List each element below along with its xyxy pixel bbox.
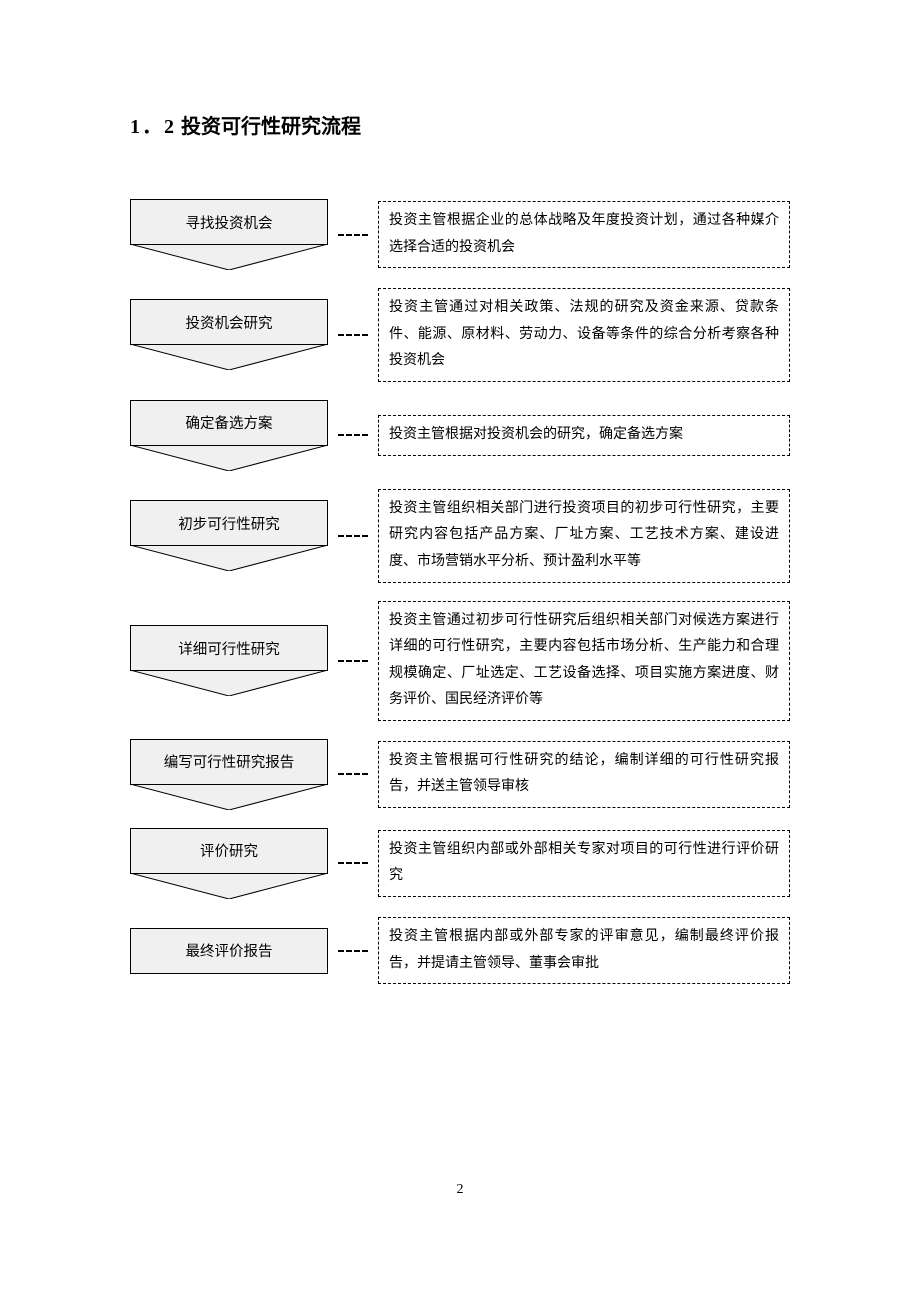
description-text: 投资主管根据可行性研究的结论，编制详细的可行性研究报告，并送主管领导审核 [389, 753, 779, 795]
step-wrap: 最终评价报告 [130, 928, 328, 974]
flowchart-container: 寻找投资机会 投资主管根据企业的总体战略及年度投资计划，通过各种媒介选择合适的投… [130, 199, 790, 1002]
step-box: 详细可行性研究 [130, 625, 328, 671]
step-label: 确定备选方案 [186, 412, 273, 433]
flow-row: 评价研究 投资主管组织内部或外部相关专家对项目的可行性进行评价研究 [130, 828, 790, 899]
description-box: 投资主管根据内部或外部专家的评审意见，编制最终评价报告，并提请主管领导、董事会审… [378, 917, 790, 984]
heading-title: 投资可行性研究流程 [181, 116, 361, 138]
arrow-down-icon [130, 344, 328, 370]
description-box: 投资主管通过对相关政策、法规的研究及资金来源、贷款条件、能源、原材料、劳动力、设… [378, 288, 790, 382]
section-heading: 1．2 投资可行性研究流程 [130, 110, 790, 139]
dashed-connector [338, 334, 368, 336]
flow-row: 投资机会研究 投资主管通过对相关政策、法规的研究及资金来源、贷款条件、能源、原材… [130, 288, 790, 382]
step-box: 投资机会研究 [130, 299, 328, 345]
description-text: 投资主管组织内部或外部相关专家对项目的可行性进行评价研究 [389, 842, 779, 884]
description-text: 投资主管通过对相关政策、法规的研究及资金来源、贷款条件、能源、原材料、劳动力、设… [389, 300, 779, 368]
dashed-connector [338, 862, 368, 864]
flow-row: 编写可行性研究报告 投资主管根据可行性研究的结论，编制详细的可行性研究报告，并送… [130, 739, 790, 810]
arrow-down-icon [130, 244, 328, 270]
flow-row: 确定备选方案 投资主管根据对投资机会的研究，确定备选方案 [130, 400, 790, 471]
dashed-connector [338, 950, 368, 952]
description-text: 投资主管通过初步可行性研究后组织相关部门对候选方案进行详细的可行性研究，主要内容… [389, 613, 779, 708]
dashed-connector [338, 434, 368, 436]
step-wrap: 评价研究 [130, 828, 328, 899]
dashed-connector [338, 773, 368, 775]
step-box: 确定备选方案 [130, 400, 328, 446]
step-box: 评价研究 [130, 828, 328, 874]
flow-row: 最终评价报告 投资主管根据内部或外部专家的评审意见，编制最终评价报告，并提请主管领… [130, 917, 790, 984]
description-text: 投资主管组织相关部门进行投资项目的初步可行性研究，主要研究内容包括产品方案、厂址… [389, 501, 779, 569]
dashed-connector [338, 660, 368, 662]
description-box: 投资主管组织内部或外部相关专家对项目的可行性进行评价研究 [378, 830, 790, 897]
dashed-connector [338, 234, 368, 236]
heading-number: 1．2 [130, 116, 176, 138]
arrow-down-icon [130, 873, 328, 899]
description-box: 投资主管组织相关部门进行投资项目的初步可行性研究，主要研究内容包括产品方案、厂址… [378, 489, 790, 583]
arrow-down-icon [130, 545, 328, 571]
arrow-down-icon [130, 670, 328, 696]
step-label: 详细可行性研究 [178, 638, 280, 659]
step-label: 评价研究 [200, 840, 258, 861]
description-box: 投资主管根据企业的总体战略及年度投资计划，通过各种媒介选择合适的投资机会 [378, 201, 790, 268]
step-label: 编写可行性研究报告 [164, 751, 295, 772]
step-wrap: 投资机会研究 [130, 299, 328, 370]
description-box: 投资主管通过初步可行性研究后组织相关部门对候选方案进行详细的可行性研究，主要内容… [378, 601, 790, 721]
step-wrap: 寻找投资机会 [130, 199, 328, 270]
flow-row: 详细可行性研究 投资主管通过初步可行性研究后组织相关部门对候选方案进行详细的可行… [130, 601, 790, 721]
step-label: 初步可行性研究 [178, 513, 280, 534]
description-text: 投资主管根据对投资机会的研究，确定备选方案 [389, 427, 683, 442]
description-text: 投资主管根据企业的总体战略及年度投资计划，通过各种媒介选择合适的投资机会 [389, 213, 779, 255]
step-wrap: 初步可行性研究 [130, 500, 328, 571]
flow-row: 初步可行性研究 投资主管组织相关部门进行投资项目的初步可行性研究，主要研究内容包… [130, 489, 790, 583]
description-box: 投资主管根据对投资机会的研究，确定备选方案 [378, 415, 790, 456]
step-box: 最终评价报告 [130, 928, 328, 974]
page-number: 2 [130, 1182, 790, 1198]
description-box: 投资主管根据可行性研究的结论，编制详细的可行性研究报告，并送主管领导审核 [378, 741, 790, 808]
step-wrap: 详细可行性研究 [130, 625, 328, 696]
step-label: 寻找投资机会 [186, 212, 273, 233]
arrow-down-icon [130, 445, 328, 471]
step-box: 初步可行性研究 [130, 500, 328, 546]
step-wrap: 编写可行性研究报告 [130, 739, 328, 810]
dashed-connector [338, 535, 368, 537]
arrow-down-icon [130, 784, 328, 810]
step-box: 编写可行性研究报告 [130, 739, 328, 785]
step-box: 寻找投资机会 [130, 199, 328, 245]
step-label: 最终评价报告 [186, 940, 273, 961]
flow-row: 寻找投资机会 投资主管根据企业的总体战略及年度投资计划，通过各种媒介选择合适的投… [130, 199, 790, 270]
step-wrap: 确定备选方案 [130, 400, 328, 471]
description-text: 投资主管根据内部或外部专家的评审意见，编制最终评价报告，并提请主管领导、董事会审… [389, 929, 779, 971]
step-label: 投资机会研究 [186, 312, 273, 333]
